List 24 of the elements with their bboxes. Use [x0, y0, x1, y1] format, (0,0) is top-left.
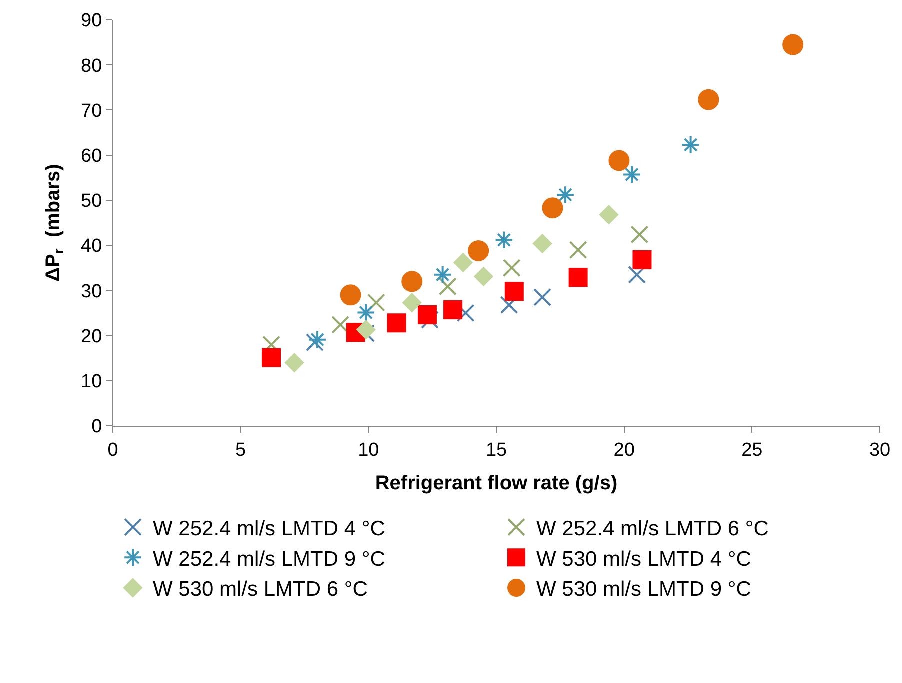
y-tick-label: 40 [81, 236, 102, 258]
legend-label: W 252.4 ml/s LMTD 6 °C [536, 518, 769, 541]
x-tick-label: 30 [869, 440, 891, 461]
y-tick-label: 50 [81, 191, 102, 212]
x-tick-label: 0 [108, 440, 118, 461]
legend-label: W 530 ml/s LMTD 6 °C [153, 578, 368, 602]
y-tick-label: 90 [81, 10, 102, 32]
y-tick-label: 20 [81, 326, 102, 348]
y-tick-label: 80 [81, 56, 102, 77]
legend-label: W 530 ml/s LMTD 4 °C [536, 548, 752, 571]
y-tick-label: 10 [81, 372, 102, 393]
x-axis-title: Refrigerant flow rate (g/s) [375, 472, 618, 494]
x-tick-label: 20 [614, 440, 635, 461]
legend-label: W 530 ml/s LMTD 9 °C [536, 578, 752, 602]
x-tick-label: 5 [236, 440, 246, 461]
x-tick-label: 25 [742, 440, 763, 461]
y-tick-label: 70 [81, 100, 102, 122]
y-tick-label: 60 [81, 146, 102, 167]
legend-label: W 252.4 ml/s LMTD 9 °C [153, 548, 386, 571]
y-tick-label: 0 [92, 416, 102, 438]
legend-label: W 252.4 ml/s LMTD 4 °C [153, 518, 386, 541]
x-tick-label: 15 [486, 440, 508, 461]
y-tick-label: 30 [81, 281, 102, 302]
x-tick-label: 10 [358, 440, 380, 461]
